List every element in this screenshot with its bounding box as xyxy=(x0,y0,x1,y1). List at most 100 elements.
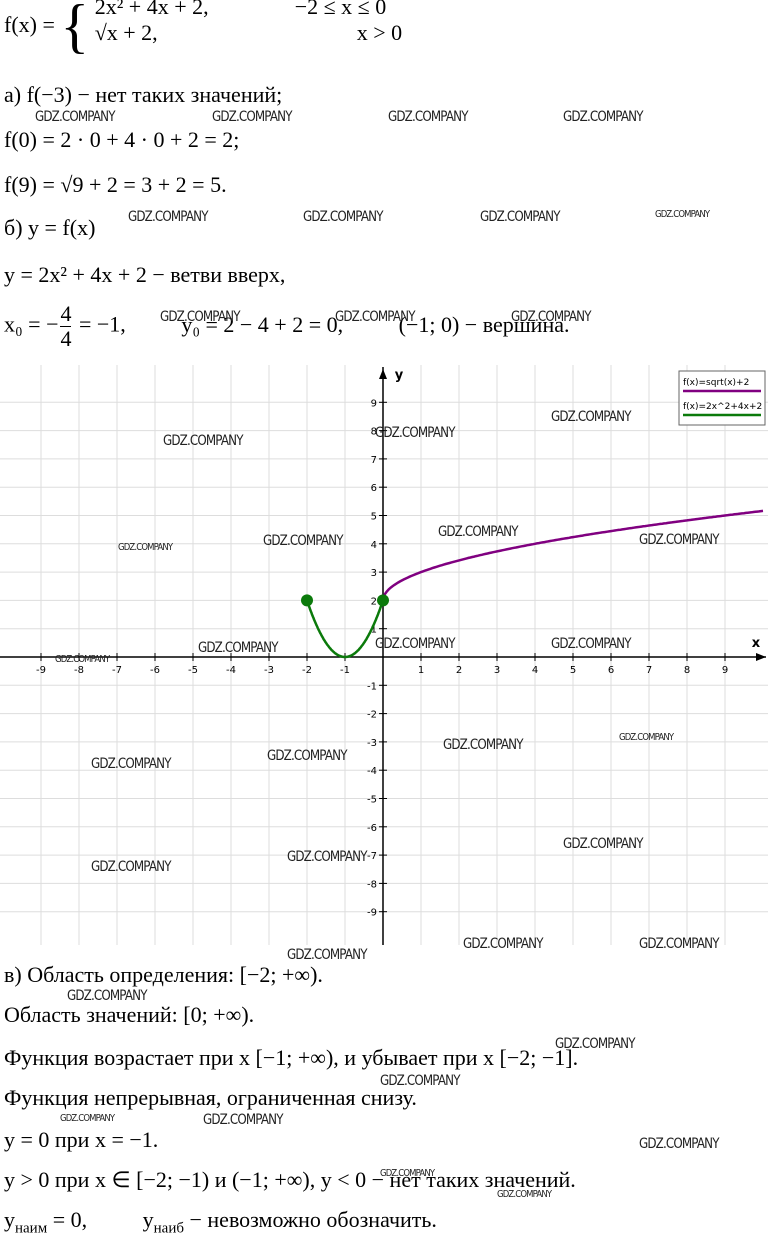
y-axis-label: y xyxy=(395,368,404,383)
watermark: GDZ.COMPANY xyxy=(563,109,643,125)
x-tick-label: -2 xyxy=(302,665,312,676)
x-tick-label: -9 xyxy=(36,665,46,676)
y-tick-label: -5 xyxy=(367,795,377,806)
text-line: б) y = f(x) xyxy=(4,215,96,240)
text-line: Функция непрерывная, ограниченная снизу. xyxy=(4,1085,417,1110)
text: y xyxy=(142,1207,154,1232)
x-tick-label: -8 xyxy=(74,665,84,676)
y-tick-label: -1 xyxy=(367,681,377,692)
y-tick-label: 1 xyxy=(371,625,377,636)
watermark: GDZ.COMPANY xyxy=(563,836,643,852)
extremes-line: yнаим = 0, yнаиб − невозможно обозначить… xyxy=(4,1207,437,1241)
watermark: GDZ.COMPANY xyxy=(639,532,719,548)
text-line: f(0) = 2 · 0 + 4 · 0 + 2 = 2; xyxy=(4,127,240,152)
y-tick-label: -6 xyxy=(367,823,377,834)
case-cond: −2 ≤ x ≤ 0 xyxy=(294,0,387,19)
watermark: GDZ.COMPANY xyxy=(639,936,719,952)
lhs: f(x) = xyxy=(4,12,55,37)
text-line: а) f(−3) − нет таких значений; xyxy=(4,82,283,107)
x-tick-label: 1 xyxy=(418,665,424,676)
vertex-line: x₀ = −4 4 = −1, y₀ = 2 − 4 + 2 = 0, (−1; … xyxy=(4,302,569,351)
brace: { xyxy=(60,0,90,59)
text-line: Область значений: [0; +∞). xyxy=(4,1002,255,1027)
text-line: y = 2x² + 4x + 2 − ветви вверх, xyxy=(4,262,286,287)
piecewise: f(x) = { 2x² + 4x + 2, −2 ≤ x ≤ 0 √x + 2,… xyxy=(4,0,402,56)
case-expr: 2x² + 4x + 2, xyxy=(94,0,209,19)
x-tick-label: -5 xyxy=(188,665,198,676)
text: − невозможно обозначить. xyxy=(184,1207,437,1232)
text: y₀ = 2 − 4 + 2 = 0, xyxy=(181,311,344,337)
x-tick-label: 4 xyxy=(532,665,538,676)
watermark: GDZ.COMPANY xyxy=(375,425,455,441)
watermark: GDZ.COMPANY xyxy=(212,109,292,125)
watermark: GDZ.COMPANY xyxy=(380,1168,435,1179)
watermark: GDZ.COMPANY xyxy=(91,756,171,772)
watermark: GDZ.COMPANY xyxy=(335,309,415,325)
numerator: 4 xyxy=(60,301,72,327)
x-tick-label: -7 xyxy=(112,665,122,676)
watermark: GDZ.COMPANY xyxy=(203,1112,283,1128)
watermark: GDZ.COMPANY xyxy=(67,988,147,1004)
watermark: GDZ.COMPANY xyxy=(287,947,367,963)
x-axis-label: x xyxy=(752,636,761,651)
watermark: GDZ.COMPANY xyxy=(551,409,631,425)
watermark: GDZ.COMPANY xyxy=(639,1136,719,1152)
curve xyxy=(381,509,764,601)
legend-label: f(x)=2x^2+4x+2 xyxy=(683,402,762,412)
y-tick-label: -7 xyxy=(367,851,377,862)
text-line: y = 0 при x = −1. xyxy=(4,1127,159,1152)
watermark: GDZ.COMPANY xyxy=(380,1073,460,1089)
y-tick-label: 2 xyxy=(371,596,377,607)
y-tick-label: 5 xyxy=(371,512,377,523)
watermark: GDZ.COMPANY xyxy=(267,748,347,764)
watermark: GDZ.COMPANY xyxy=(303,209,383,225)
watermark: GDZ.COMPANY xyxy=(511,309,591,325)
watermark: GDZ.COMPANY xyxy=(91,859,171,875)
text: y xyxy=(4,1207,15,1232)
y-tick-label: 4 xyxy=(371,540,377,551)
watermark: GDZ.COMPANY xyxy=(480,209,560,225)
text-line: y > 0 при x ∈ [−2; −1) и (−1; +∞), y < 0… xyxy=(4,1167,576,1192)
x-tick-label: 5 xyxy=(570,665,576,676)
y-tick-label: 6 xyxy=(371,483,377,494)
watermark: GDZ.COMPANY xyxy=(438,524,518,540)
x-tick-label: -4 xyxy=(226,665,236,676)
text-line: f(9) = √9 + 2 = 3 + 2 = 5. xyxy=(4,172,227,197)
text-line: в) Область определения: [−2; +∞). xyxy=(4,962,323,987)
watermark: GDZ.COMPANY xyxy=(375,636,455,652)
denominator: 4 xyxy=(60,326,72,351)
point xyxy=(301,594,313,607)
watermark: GDZ.COMPANY xyxy=(443,737,523,753)
x-tick-label: 3 xyxy=(494,665,500,676)
curve xyxy=(305,599,385,659)
legend-label: f(x)=sqrt(x)+2 xyxy=(683,378,749,388)
text: = −1, xyxy=(78,311,126,337)
watermark: GDZ.COMPANY xyxy=(655,209,710,220)
y-tick-label: 9 xyxy=(371,398,377,409)
y-tick-label: 8 xyxy=(371,427,377,438)
watermark: GDZ.COMPANY xyxy=(551,636,631,652)
text: (−1; 0) − вершина. xyxy=(398,311,570,337)
watermark: GDZ.COMPANY xyxy=(118,542,173,553)
watermark: GDZ.COMPANY xyxy=(160,309,240,325)
watermark: GDZ.COMPANY xyxy=(198,640,278,656)
y-tick-label: -3 xyxy=(367,738,377,749)
y-tick-label: -2 xyxy=(367,710,377,721)
watermark: GDZ.COMPANY xyxy=(163,433,243,449)
x-tick-label: 8 xyxy=(684,665,690,676)
x-tick-label: -1 xyxy=(340,665,350,676)
y-tick-label: -8 xyxy=(367,879,377,890)
x-tick-label: 6 xyxy=(608,665,614,676)
text: = 0, xyxy=(47,1207,88,1232)
y-arrow xyxy=(379,369,387,379)
case-expr: √x + 2, xyxy=(94,19,158,45)
y-tick-label: -9 xyxy=(367,908,377,919)
subscript: наиб xyxy=(153,1220,184,1237)
x-tick-label: 7 xyxy=(646,665,652,676)
watermark: GDZ.COMPANY xyxy=(497,1189,552,1200)
watermark: GDZ.COMPANY xyxy=(55,654,110,665)
point xyxy=(377,594,389,607)
text: x₀ = − xyxy=(4,311,59,337)
